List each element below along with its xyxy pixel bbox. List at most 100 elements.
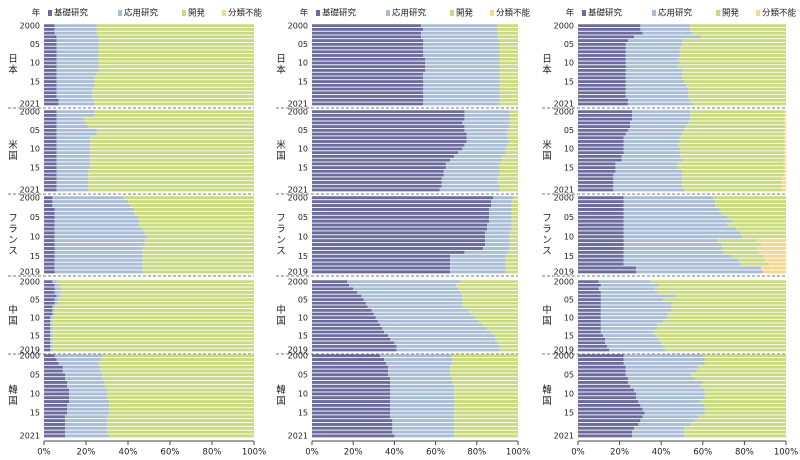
country-label: 日 bbox=[8, 54, 18, 65]
y-tick-label: 15 bbox=[30, 163, 40, 172]
bar-segment bbox=[384, 330, 492, 334]
bar-segment bbox=[312, 361, 387, 365]
country-label: フ bbox=[8, 213, 18, 224]
bar-segment bbox=[367, 305, 463, 309]
bar-segment bbox=[783, 132, 786, 136]
bar-segment bbox=[371, 309, 469, 312]
y-tick-label: 2019 bbox=[20, 268, 40, 277]
y-tick-label: 15 bbox=[30, 331, 40, 340]
bar-segment bbox=[679, 46, 786, 50]
bar-segment bbox=[623, 223, 728, 227]
y-tick-label: 05 bbox=[564, 213, 574, 222]
bar-segment bbox=[634, 426, 685, 430]
bar-segment bbox=[54, 283, 61, 287]
bar-segment bbox=[312, 246, 483, 250]
bar-segment bbox=[704, 411, 786, 415]
bar-segment bbox=[692, 102, 786, 106]
bar-segment bbox=[499, 91, 518, 95]
bar-segment bbox=[578, 57, 626, 61]
bar-segment bbox=[90, 151, 254, 155]
bar-segment bbox=[312, 57, 426, 61]
bar-segment bbox=[679, 61, 786, 65]
bar-segment bbox=[98, 46, 254, 50]
y-tick-label: 05 bbox=[298, 295, 308, 304]
bar-segment bbox=[623, 207, 720, 211]
country-label: ス bbox=[8, 246, 18, 257]
bar-segment bbox=[312, 223, 488, 227]
bar-segment bbox=[578, 211, 624, 215]
y-tick-label: 05 bbox=[298, 371, 308, 380]
bar-segment bbox=[54, 227, 143, 231]
bar-segment bbox=[485, 235, 510, 239]
country-label: ラ bbox=[8, 224, 18, 235]
bar-segment bbox=[727, 223, 786, 227]
bar-segment bbox=[464, 113, 510, 117]
bar-segment bbox=[578, 169, 616, 173]
bar-segment bbox=[625, 87, 689, 91]
bar-segment bbox=[781, 181, 786, 184]
bar-segment bbox=[657, 323, 786, 327]
bar-segment bbox=[450, 262, 506, 266]
bar-segment bbox=[312, 403, 391, 407]
bar-segment bbox=[109, 400, 254, 403]
bar-segment bbox=[690, 24, 786, 28]
x-tick-label: 20% bbox=[77, 448, 96, 458]
bar-segment bbox=[312, 117, 465, 121]
bar-segment bbox=[497, 31, 518, 35]
bar-segment bbox=[684, 430, 786, 434]
bar-segment bbox=[44, 262, 55, 266]
bar-segment bbox=[377, 319, 479, 323]
bar-segment bbox=[682, 173, 784, 177]
bar-segment bbox=[56, 113, 95, 117]
bar-segment bbox=[54, 266, 143, 270]
bar-segment bbox=[90, 162, 254, 166]
bar-segment bbox=[312, 309, 372, 312]
bar-segment bbox=[44, 143, 57, 147]
bar-segment bbox=[421, 35, 498, 39]
bar-segment bbox=[686, 83, 786, 87]
bar-segment bbox=[50, 327, 53, 330]
bar-segment bbox=[625, 132, 682, 136]
bar-segment bbox=[56, 136, 91, 140]
bar-segment bbox=[90, 147, 254, 151]
bar-segment bbox=[94, 98, 255, 102]
bar-segment bbox=[511, 211, 518, 215]
bar-segment bbox=[615, 169, 682, 173]
bar-segment bbox=[312, 54, 424, 57]
bar-segment bbox=[509, 113, 518, 117]
bar-segment bbox=[667, 312, 786, 316]
bar-segment bbox=[54, 243, 145, 247]
bar-segment bbox=[90, 136, 254, 140]
bar-segment bbox=[654, 287, 786, 291]
bar-segment bbox=[142, 254, 254, 258]
bar-segment bbox=[578, 110, 633, 114]
bar-segment bbox=[489, 219, 512, 223]
bar-segment bbox=[499, 87, 518, 91]
bar-segment bbox=[654, 334, 786, 337]
bar-segment bbox=[499, 46, 518, 50]
bar-segment bbox=[92, 91, 254, 95]
country-label: 国 bbox=[276, 151, 286, 162]
bar-segment bbox=[694, 419, 786, 423]
bar-segment bbox=[466, 136, 508, 140]
bar-segment bbox=[58, 298, 255, 301]
bar-segment bbox=[625, 65, 678, 69]
y-tick-label: 15 bbox=[30, 77, 40, 86]
legend-label: 分類不能 bbox=[762, 8, 797, 19]
y-tick-label: 15 bbox=[298, 252, 308, 261]
bar-segment bbox=[632, 110, 691, 114]
bar-segment bbox=[44, 316, 51, 319]
bar-segment bbox=[491, 330, 518, 334]
bar-segment bbox=[499, 169, 518, 173]
bar-segment bbox=[44, 426, 65, 430]
bar-segment bbox=[312, 39, 424, 42]
bar-segment bbox=[578, 54, 626, 57]
bar-segment bbox=[52, 330, 255, 334]
bar-segment bbox=[312, 341, 395, 345]
bar-segment bbox=[497, 181, 518, 184]
bar-segment bbox=[464, 143, 508, 147]
bar-segment bbox=[54, 298, 59, 301]
bar-segment bbox=[497, 24, 518, 28]
y-tick-label: 10 bbox=[298, 232, 308, 241]
bar-segment bbox=[505, 147, 518, 151]
